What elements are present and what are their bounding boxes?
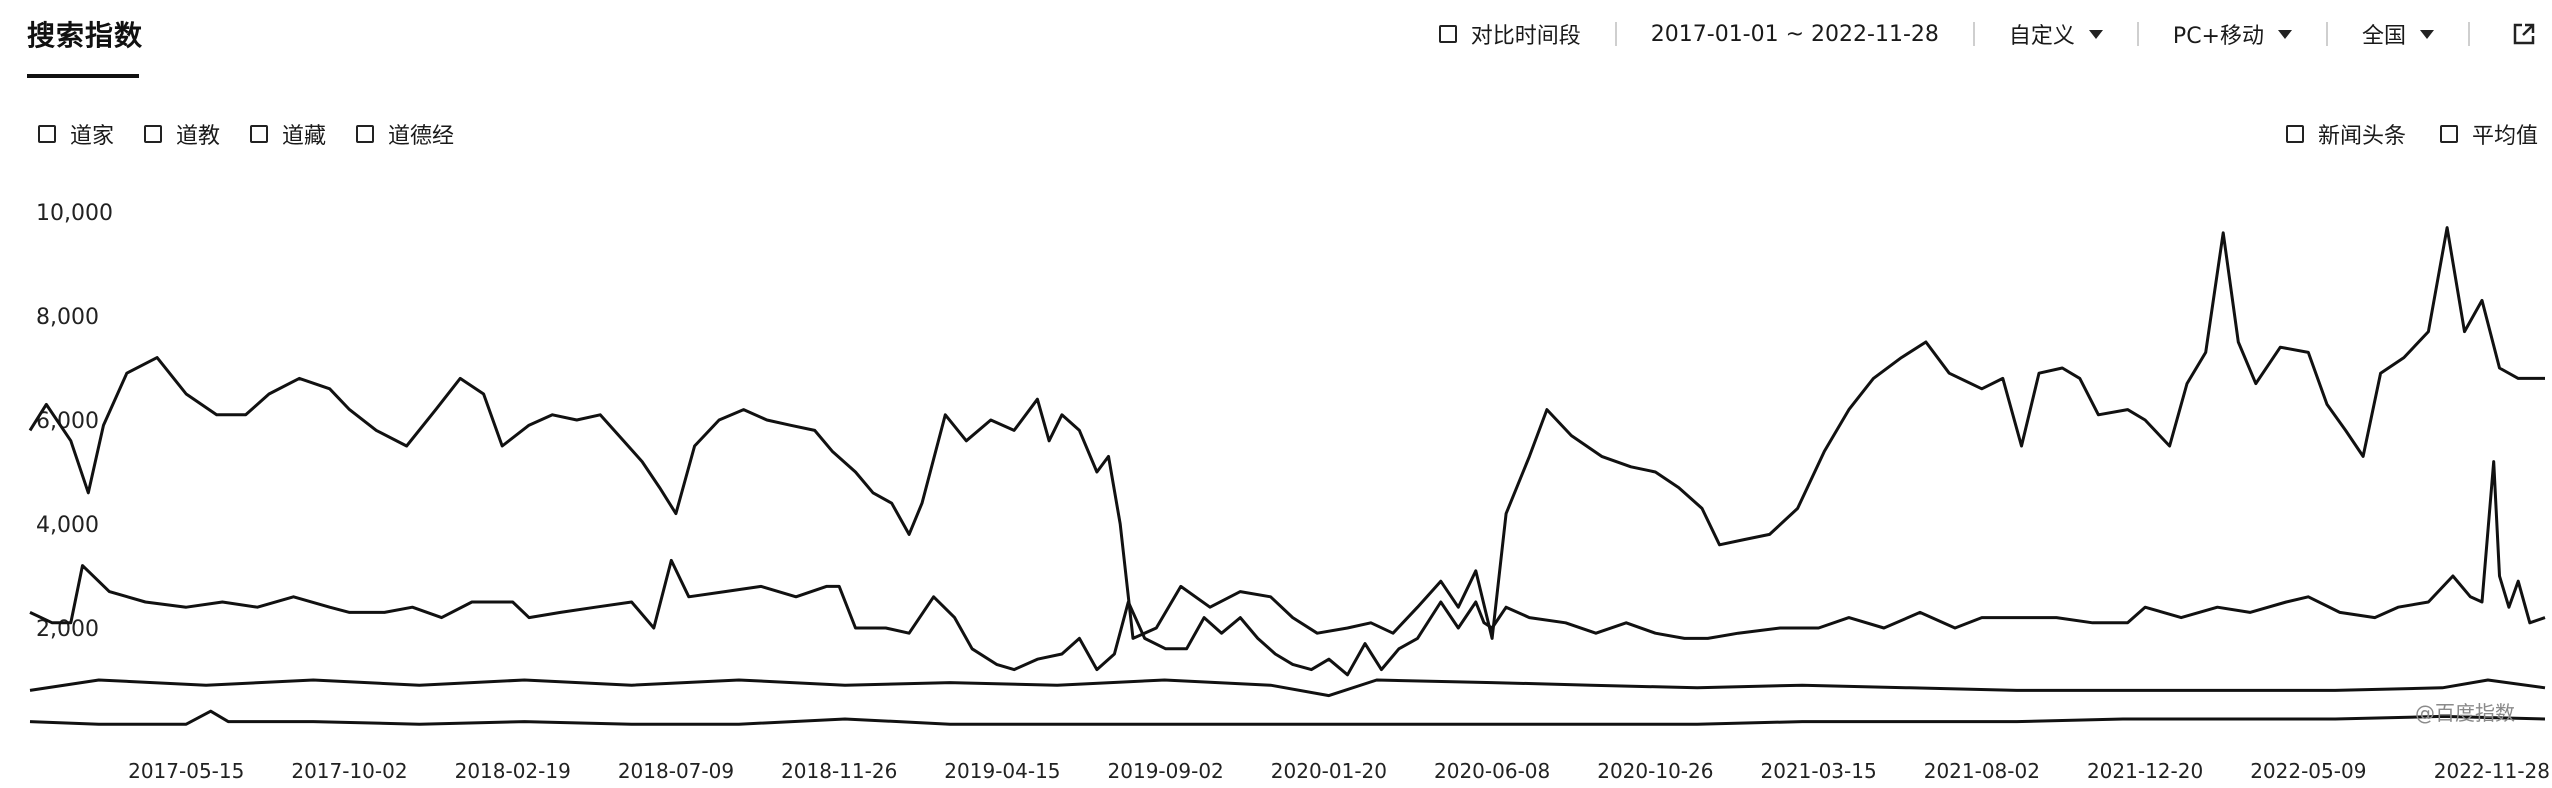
checkbox-icon[interactable] bbox=[2439, 125, 2458, 143]
x-tick-label: 2018-11-26 bbox=[781, 759, 897, 783]
y-tick-label: 8,000 bbox=[36, 305, 99, 330]
legend-label: 道教 bbox=[176, 124, 221, 149]
series-line-0[interactable] bbox=[28, 226, 2545, 640]
x-tick-label: 2021-03-15 bbox=[1760, 759, 1876, 783]
chevron-down-icon bbox=[2420, 29, 2434, 39]
chevron-down-icon bbox=[2088, 29, 2103, 39]
legend-item[interactable]: 道家 bbox=[38, 118, 114, 150]
keyword-legend: 道家 道教 道藏 道德经 bbox=[38, 118, 484, 150]
x-tick-label: 2022-11-28 bbox=[2434, 759, 2550, 783]
legend-item[interactable]: 道德经 bbox=[356, 118, 454, 150]
chevron-down-icon bbox=[2277, 29, 2292, 39]
compare-toggle[interactable]: 对比时间段 bbox=[1438, 18, 1581, 50]
page-title: 搜索指数 bbox=[27, 19, 144, 52]
x-tick-label: 2021-08-02 bbox=[1924, 759, 2040, 783]
export-button[interactable] bbox=[2504, 20, 2538, 48]
legend-item[interactable]: 道教 bbox=[144, 118, 220, 150]
series-line-2[interactable] bbox=[29, 678, 2546, 698]
average-toggle[interactable]: 平均值 bbox=[2439, 118, 2538, 150]
checkbox-icon[interactable] bbox=[356, 125, 375, 143]
overlay-options: 新闻头条 平均值 bbox=[2252, 118, 2538, 150]
x-tick-label: 2018-02-19 bbox=[455, 759, 571, 783]
region-label: 全国 bbox=[2361, 24, 2406, 49]
custom-range-dropdown[interactable]: 自定义 bbox=[2009, 18, 2103, 50]
x-tick-label: 2021-12-20 bbox=[2087, 759, 2203, 783]
checkbox-icon[interactable] bbox=[2285, 125, 2304, 143]
divider bbox=[2136, 22, 2139, 46]
device-label: PC+移动 bbox=[2172, 24, 2264, 49]
checkbox-icon[interactable] bbox=[38, 125, 56, 143]
device-dropdown[interactable]: PC+移动 bbox=[2173, 18, 2292, 50]
legend-label: 道家 bbox=[70, 124, 115, 149]
legend-label: 道德经 bbox=[388, 124, 455, 149]
toolbar: 对比时间段 2017-01-01 ~ 2022-11-28 自定义 PC+移动 … bbox=[1438, 18, 2538, 50]
x-tick-label: 2022-05-09 bbox=[2250, 759, 2366, 783]
news-toggle[interactable]: 新闻头条 bbox=[2285, 118, 2406, 150]
watermark: @百度指数 bbox=[2415, 701, 2515, 725]
y-tick-label: 6,000 bbox=[36, 409, 99, 434]
average-label: 平均值 bbox=[2471, 124, 2538, 149]
series-line-1[interactable] bbox=[29, 460, 2546, 677]
series-line-3[interactable] bbox=[29, 709, 2546, 726]
export-icon bbox=[2513, 23, 2535, 45]
divider bbox=[1972, 22, 1975, 46]
legend-item[interactable]: 道藏 bbox=[250, 118, 326, 150]
x-tick-label: 2017-05-15 bbox=[128, 759, 244, 783]
series-lines bbox=[28, 226, 2546, 726]
y-tick-label: 4,000 bbox=[36, 513, 99, 538]
region-dropdown[interactable]: 全国 bbox=[2362, 18, 2434, 50]
checkbox-icon[interactable] bbox=[144, 125, 163, 143]
custom-range-label: 自定义 bbox=[2008, 24, 2075, 49]
compare-label: 对比时间段 bbox=[1470, 24, 1581, 49]
x-tick-label: 2020-10-26 bbox=[1597, 759, 1713, 783]
date-range-picker[interactable]: 2017-01-01 ~ 2022-11-28 bbox=[1651, 22, 1939, 47]
x-tick-label: 2020-01-20 bbox=[1271, 759, 1387, 783]
x-tick-label: 2020-06-08 bbox=[1434, 759, 1550, 783]
divider bbox=[2325, 22, 2328, 46]
x-tick-label: 2018-07-09 bbox=[618, 759, 734, 783]
checkbox-icon[interactable] bbox=[1438, 25, 1457, 43]
date-range-value: 2017-01-01 ~ 2022-11-28 bbox=[1650, 21, 1939, 47]
page-header: 搜索指数 对比时间段 2017-01-01 ~ 2022-11-28 自定义 P… bbox=[0, 0, 2552, 80]
x-axis: 2017-05-15 2017-10-02 2018-02-19 2018-07-09… bbox=[128, 759, 2550, 783]
x-tick-label: 2019-04-15 bbox=[944, 759, 1060, 783]
title-underline bbox=[27, 74, 139, 78]
checkbox-icon[interactable] bbox=[250, 125, 269, 143]
x-tick-label: 2017-10-02 bbox=[291, 759, 407, 783]
divider bbox=[1614, 22, 1617, 46]
y-tick-label: 10,000 bbox=[36, 201, 113, 226]
news-label: 新闻头条 bbox=[2317, 124, 2406, 149]
x-tick-label: 2019-09-02 bbox=[1108, 759, 1224, 783]
legend-label: 道藏 bbox=[282, 124, 327, 149]
divider bbox=[2468, 22, 2470, 46]
